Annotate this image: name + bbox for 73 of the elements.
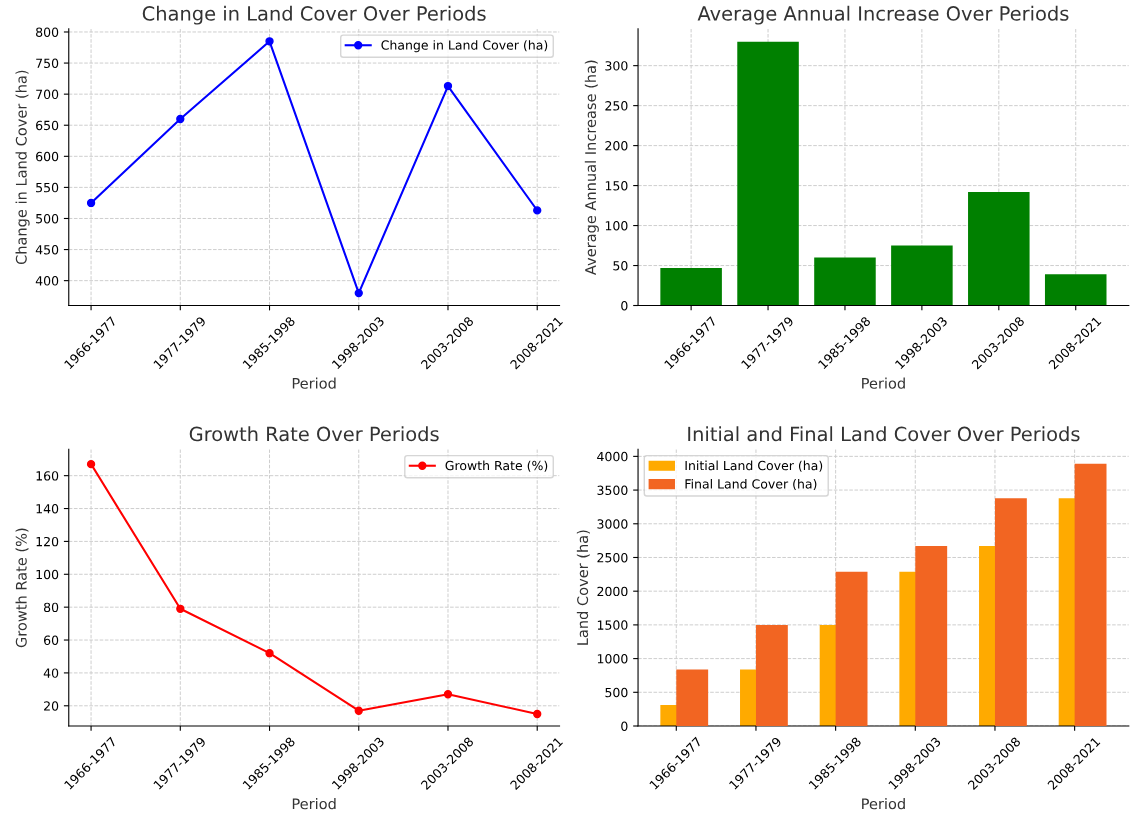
y-tick-label: 160 xyxy=(36,471,59,481)
y-tick-label: 700 xyxy=(36,89,59,100)
point xyxy=(533,206,542,215)
point xyxy=(176,604,185,613)
y-tick-label: 50 xyxy=(613,261,628,271)
chart-title: Growth Rate Over Periods xyxy=(189,426,439,442)
bar xyxy=(1074,463,1107,726)
point xyxy=(265,37,274,46)
y-tick-label: 650 xyxy=(36,120,59,131)
legend-label: Growth Rate (%) xyxy=(445,460,548,472)
y-tick-label: 20 xyxy=(44,701,59,711)
bar xyxy=(891,245,953,306)
y-tick-label: 1000 xyxy=(597,654,628,664)
y-tick-label: 150 xyxy=(605,181,628,191)
point xyxy=(86,459,96,469)
bar xyxy=(968,191,1030,306)
bar xyxy=(1044,274,1107,306)
y-tick-label: 2500 xyxy=(597,552,628,563)
y-tick-label: 450 xyxy=(35,245,59,255)
y-tick-label: 500 xyxy=(605,687,628,698)
y-axis-title: Land Cover (ha) xyxy=(576,530,590,645)
legend-label: Initial Land Cover (ha) xyxy=(685,460,823,472)
y-tick-label: 400 xyxy=(35,276,59,286)
y-tick-label: 500 xyxy=(36,213,59,224)
y-tick-label: 200 xyxy=(605,141,628,151)
y-tick-label: 3000 xyxy=(597,519,628,529)
point xyxy=(443,81,453,91)
chart-title: Change in Land Cover Over Periods xyxy=(142,5,486,25)
y-tick-label: 80 xyxy=(43,602,59,613)
x-axis-title: Period xyxy=(862,377,905,389)
bar xyxy=(915,546,948,726)
point xyxy=(265,649,274,658)
point xyxy=(354,288,363,298)
y-tick-label: 250 xyxy=(605,101,628,111)
y-tick-label: 40 xyxy=(43,668,59,678)
y-tick-label: 2000 xyxy=(597,586,628,597)
legend-label: Final Land Cover (ha) xyxy=(685,478,817,491)
bar xyxy=(660,267,722,306)
chart-title: Initial and Final Land Cover Over Periods xyxy=(688,426,1080,442)
point xyxy=(176,114,185,124)
y-tick-label: 550 xyxy=(36,182,59,193)
point xyxy=(86,198,96,208)
point xyxy=(443,690,453,699)
y-tick-label: 100 xyxy=(36,569,59,580)
x-axis-title: Period xyxy=(292,798,336,810)
point xyxy=(533,709,542,719)
bar xyxy=(737,41,799,306)
y-tick-label: 100 xyxy=(605,221,628,231)
y-axis-title: Change in Land Cover (ha) xyxy=(15,70,30,265)
bar xyxy=(755,624,788,726)
x-axis-title: Period xyxy=(292,377,336,389)
y-tick-label: 800 xyxy=(36,27,59,37)
x-axis-title: Period xyxy=(862,798,905,810)
y-axis-title: Growth Rate (%) xyxy=(15,528,29,648)
y-tick-label: 60 xyxy=(44,635,59,645)
y-tick-label: 120 xyxy=(36,536,59,547)
bar xyxy=(676,669,709,726)
y-tick-label: 600 xyxy=(36,151,59,162)
y-tick-label: 750 xyxy=(36,58,59,68)
y-tick-label: 0 xyxy=(621,721,628,731)
legend-label: Change in Land Cover (ha) xyxy=(381,40,548,53)
bar xyxy=(814,257,876,306)
y-axis-title: Average Annual Increase (ha) xyxy=(584,60,599,275)
y-tick-label: 4000 xyxy=(597,451,628,462)
y-tick-label: 140 xyxy=(36,504,59,514)
y-tick-label: 1500 xyxy=(597,620,628,630)
bar xyxy=(835,571,868,726)
y-tick-label: 3500 xyxy=(597,485,628,495)
bar xyxy=(994,498,1027,726)
point xyxy=(354,706,363,715)
y-tick-label: 300 xyxy=(605,61,628,71)
chart-title: Average Annual Increase Over Periods xyxy=(697,5,1069,25)
y-tick-label: 0 xyxy=(621,300,628,311)
